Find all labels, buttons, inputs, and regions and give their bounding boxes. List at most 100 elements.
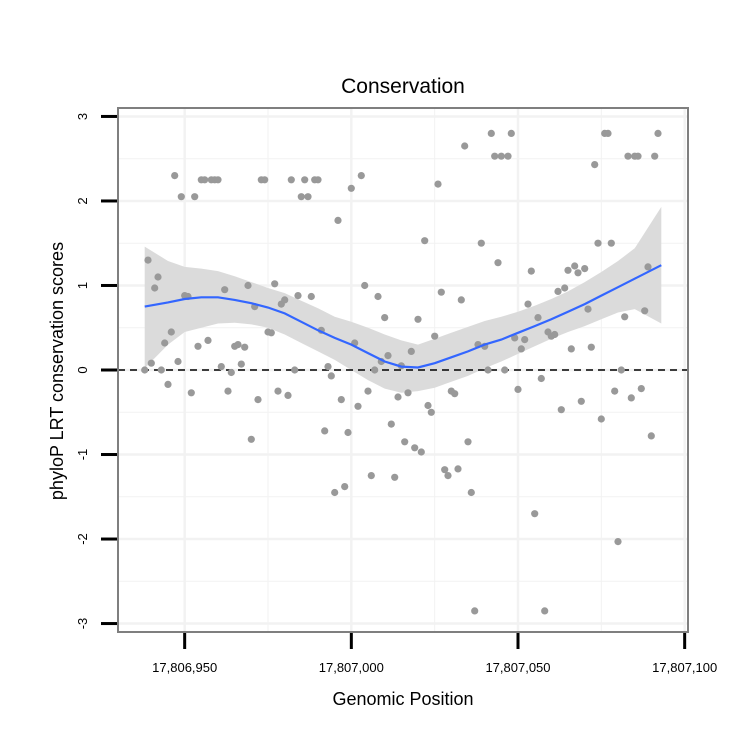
data-point xyxy=(604,129,612,137)
data-point xyxy=(651,152,659,160)
confidence-band xyxy=(144,206,662,393)
data-point xyxy=(537,374,545,383)
data-point xyxy=(541,607,549,615)
data-point xyxy=(554,287,562,295)
data-point xyxy=(454,465,462,473)
data-point xyxy=(301,176,309,184)
data-point xyxy=(597,415,605,423)
data-point xyxy=(374,292,382,301)
data-point xyxy=(354,402,362,410)
x-axis: 17,806,950 17,807,000 17,807,050 17,807,100 xyxy=(152,633,717,675)
data-point xyxy=(371,366,379,374)
data-point xyxy=(341,483,349,491)
data-point xyxy=(297,193,305,201)
data-point xyxy=(484,366,492,374)
data-point xyxy=(167,328,175,336)
data-point xyxy=(421,237,429,245)
data-point xyxy=(164,380,172,388)
data-point xyxy=(414,315,422,323)
data-point xyxy=(214,176,222,184)
data-point xyxy=(261,176,269,184)
data-point xyxy=(611,387,619,395)
data-point xyxy=(411,444,419,452)
data-point xyxy=(384,352,392,360)
data-point xyxy=(464,438,472,446)
data-point xyxy=(367,472,375,480)
y-tick-label: 0 xyxy=(75,366,90,373)
data-point xyxy=(401,438,409,446)
data-point xyxy=(241,343,249,351)
data-point xyxy=(147,359,155,367)
data-point xyxy=(291,366,299,374)
data-point xyxy=(614,538,622,546)
data-point xyxy=(504,152,512,160)
data-point xyxy=(624,152,632,160)
data-point xyxy=(141,366,149,374)
data-point xyxy=(557,406,565,414)
data-point xyxy=(244,281,252,290)
data-point xyxy=(381,314,389,322)
data-point xyxy=(487,129,495,137)
data-point xyxy=(267,329,275,337)
data-point xyxy=(174,357,182,366)
data-point xyxy=(331,488,339,497)
data-point xyxy=(617,366,625,374)
x-tick-label: 17,807,050 xyxy=(485,660,550,675)
data-point xyxy=(567,345,575,353)
data-point xyxy=(424,401,432,410)
data-point xyxy=(564,266,572,274)
data-point xyxy=(577,397,585,405)
data-point xyxy=(391,473,399,481)
data-point xyxy=(254,396,262,404)
data-point xyxy=(271,280,279,288)
data-point xyxy=(154,273,162,281)
data-point xyxy=(274,387,282,395)
data-point xyxy=(561,284,569,292)
data-point xyxy=(521,336,529,344)
data-point xyxy=(407,347,415,355)
data-point xyxy=(144,256,152,264)
data-point xyxy=(234,341,242,349)
data-point xyxy=(591,161,599,169)
data-point xyxy=(584,305,592,313)
data-point xyxy=(224,387,232,395)
data-point xyxy=(324,363,332,371)
x-tick-label: 17,807,100 xyxy=(652,660,717,675)
data-point xyxy=(281,296,289,304)
y-tick-label: 3 xyxy=(75,113,90,120)
data-point xyxy=(507,129,515,137)
data-point xyxy=(294,292,302,300)
data-point xyxy=(417,448,425,456)
data-point xyxy=(201,176,209,184)
data-point xyxy=(607,239,615,247)
data-point xyxy=(387,420,395,428)
data-point xyxy=(304,193,312,201)
data-point xyxy=(364,387,372,395)
x-tick-label: 17,807,000 xyxy=(319,660,384,675)
data-point xyxy=(204,336,212,344)
data-point xyxy=(534,314,542,322)
data-point xyxy=(637,385,645,393)
data-point xyxy=(524,300,532,308)
y-axis: -3 -2 -1 0 1 2 3 xyxy=(75,113,117,629)
data-point xyxy=(497,152,505,160)
data-points xyxy=(141,129,662,615)
data-point xyxy=(434,180,442,188)
y-tick-label: -3 xyxy=(75,618,90,630)
x-tick-label: 17,806,950 xyxy=(152,660,217,675)
data-point xyxy=(344,428,352,437)
data-point xyxy=(314,176,322,184)
data-point xyxy=(491,152,499,160)
data-point xyxy=(287,176,295,184)
data-point xyxy=(191,193,199,201)
data-point xyxy=(581,265,589,273)
data-point xyxy=(444,472,452,480)
data-point xyxy=(644,263,652,271)
plot-frame xyxy=(117,107,689,633)
data-point xyxy=(321,427,329,435)
data-point xyxy=(571,262,579,270)
x-axis-title: Genomic Position xyxy=(332,689,473,709)
y-tick-label: 2 xyxy=(75,197,90,204)
data-point xyxy=(457,296,465,304)
